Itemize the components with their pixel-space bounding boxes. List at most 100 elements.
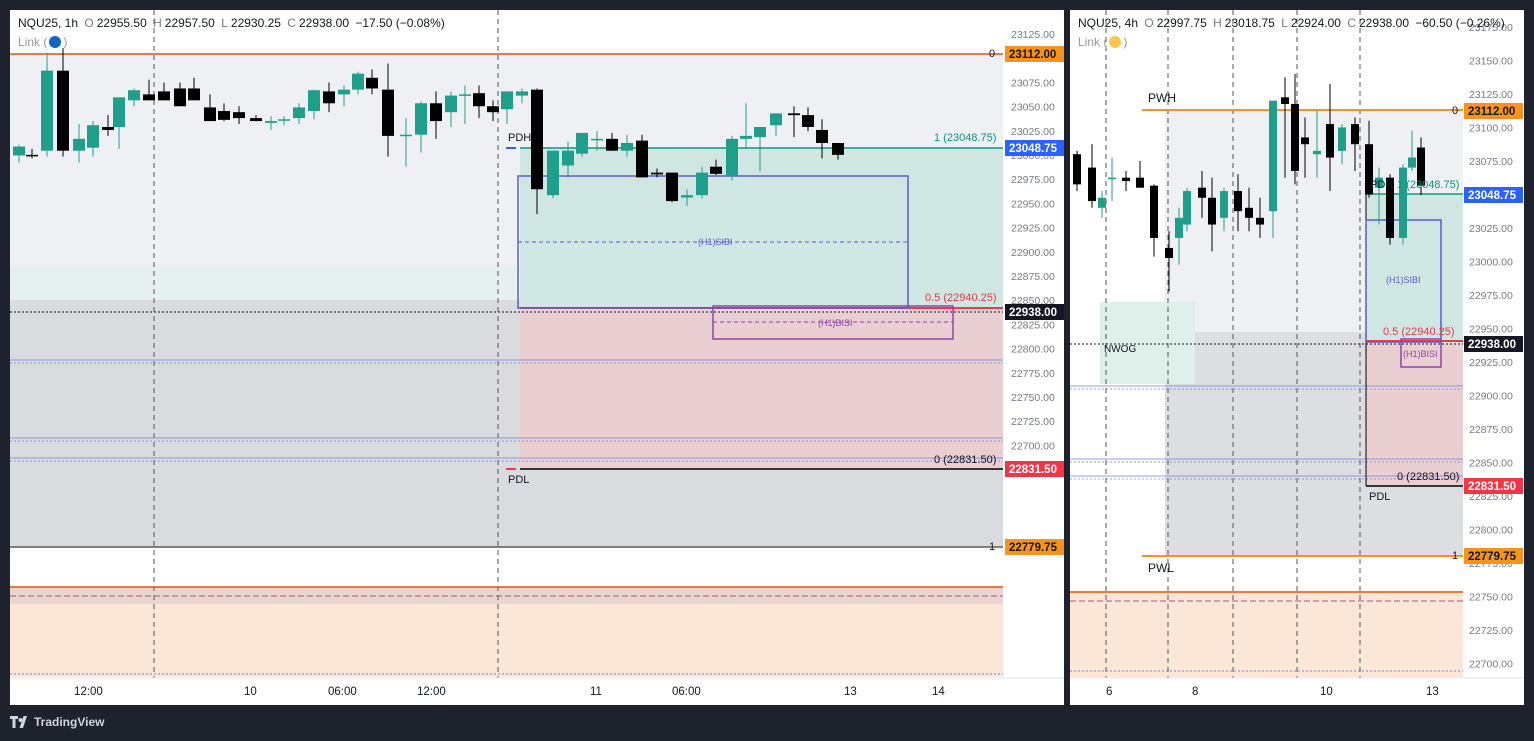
time-tick: 8 [1192,686,1198,698]
candle-body-15 [1256,217,1264,225]
candle-body-40 [606,138,618,151]
price-tick: 23125.00 [1469,89,1513,101]
range-1-label: 1 [1452,550,1458,562]
ohlc-legend: NQU25, 4h O 22997.75 H 23018.75 L 22924.00 … [1078,16,1505,30]
price-tag-current-bg [1464,336,1523,352]
price-tag-top-bg [1464,103,1523,119]
range-0-label: 0 [989,48,995,60]
symbol-label[interactable]: NQU25, 4h [1078,16,1139,30]
tradingview-logo[interactable]: TradingView [10,715,104,729]
sibi-label: (H1)SIBI [698,237,733,247]
price-tag-pdl: 22831.50 [1009,464,1057,476]
price-tag-pdh-bg [1464,187,1523,203]
price-tag-top: 23112.00 [1009,49,1056,61]
ohlc-legend: NQU25, 1h O 22955.50 H 22957.50 L 22930.25 … [18,16,445,30]
candle-body-6 [102,126,114,130]
price-tag-current: 22938.00 [1009,307,1057,319]
candle-body-36 [547,150,559,196]
bisi-box [1400,338,1442,368]
candle-body-18 [278,119,290,121]
price-tick: 23000.00 [1469,257,1513,269]
candle-body-5 [87,125,99,148]
time-tick: 11 [590,686,602,698]
price-tick: 22950.00 [1011,198,1055,210]
candle-body-29 [1417,147,1425,186]
candle-body-23 [1351,124,1359,145]
price-tick: 22925.00 [1011,223,1055,235]
nwog-zone [1100,302,1195,384]
price-tick: 22725.00 [1011,416,1055,428]
nwog-label: NWOG [1104,344,1136,355]
pdh-fib-zone [520,148,1003,310]
price-tick: 22900.00 [1469,391,1513,403]
candle-body-0 [13,146,25,156]
price-tick: 23025.00 [1469,223,1513,235]
open-value: 22997.75 [1156,16,1207,30]
price-tick: 22750.00 [1011,392,1055,404]
candle-body-4 [73,138,85,151]
candle-body-33 [501,91,513,110]
pdh-label: PDH [508,132,531,144]
price-tick: 22925.00 [1469,357,1513,369]
price-tag-pdh: 23048.75 [1009,143,1058,155]
time-tick: 13 [844,686,857,698]
price-tag-bottom-bg [1464,548,1523,564]
candle-body-28 [1408,157,1416,168]
candle-body-10 [1198,187,1206,198]
candle-body-16 [1269,100,1277,212]
pwh-label: PWH [1148,91,1176,105]
link-indicator[interactable]: Link () [18,35,68,49]
close-value: 22938.00 [1358,16,1410,30]
open-value: 22955.50 [96,16,147,30]
price-tag-current: 22938.00 [1468,339,1516,351]
fib-bottom-label: 0 (22831.50) [1397,471,1459,483]
time-tick: 10 [244,686,257,698]
symbol-label[interactable]: NQU25, 1h [18,16,79,30]
candle-body-52 [788,113,800,116]
candle-body-51 [770,113,782,126]
price-tick: 22725.00 [1469,625,1513,637]
candle-body-32 [487,106,499,113]
candle-body-0 [1073,154,1081,185]
candle-body-17 [1281,97,1289,105]
price-tick: 22800.00 [1469,525,1513,537]
chart-pane-1h[interactable]: PDH PDL (H1)SIBI (H1)BISI 1 (23048.75) 0.5 (2… [10,10,1064,705]
candle-body-13 [1234,191,1242,212]
candle-body-24 [366,77,378,89]
candle-body-2 [41,70,53,151]
price-tick: 22700.00 [1011,440,1055,452]
price-tick: 23125.00 [1011,29,1055,41]
candlestick-chart-4h[interactable]: PWH PWL PDH 1 (23048.75) 0.5 (22940.25) PDL 0 … [1070,10,1524,705]
candle-body-37 [562,150,574,166]
candle-body-9 [1183,191,1191,225]
price-tick: 22900.00 [1011,247,1055,259]
price-tag-bottom: 22779.75 [1009,542,1058,554]
candle-body-7 [1165,247,1173,259]
price-axis-bg [1003,10,1064,705]
low-value: 22930.25 [230,16,281,30]
time-tick: 06:00 [672,686,701,698]
price-tick: 22975.00 [1469,290,1513,302]
candle-body-31 [473,93,485,107]
chart-pane-4h[interactable]: PWH PWL PDH 1 (23048.75) 0.5 (22940.25) PDL 0 … [1070,10,1524,705]
candle-body-14 [1245,207,1253,218]
time-tick: 14 [932,686,945,698]
candle-body-12 [1220,191,1228,218]
price-tick: 23075.00 [1011,77,1055,89]
bisi-label: (H1)BISI [818,318,853,328]
price-tag-bottom-bg [1005,539,1064,555]
candle-body-11 [174,88,186,107]
price-tag-current-bg [1005,304,1064,320]
link-indicator[interactable]: Link () [1078,35,1128,49]
candlestick-chart-1h[interactable]: PDH PDL (H1)SIBI (H1)BISI 1 (23048.75) 0.5 (2… [10,10,1064,705]
time-tick: 10 [1320,686,1333,698]
candle-body-49 [740,135,752,139]
candle-body-27 [415,103,427,135]
price-tick: 22775.00 [1011,368,1055,380]
pwl-label: PWL [1148,561,1174,575]
candle-body-42 [636,140,648,178]
candle-body-44 [666,172,678,202]
candle-body-43 [651,172,663,175]
candle-body-22 [338,89,350,95]
price-tick: 22875.00 [1469,424,1513,436]
